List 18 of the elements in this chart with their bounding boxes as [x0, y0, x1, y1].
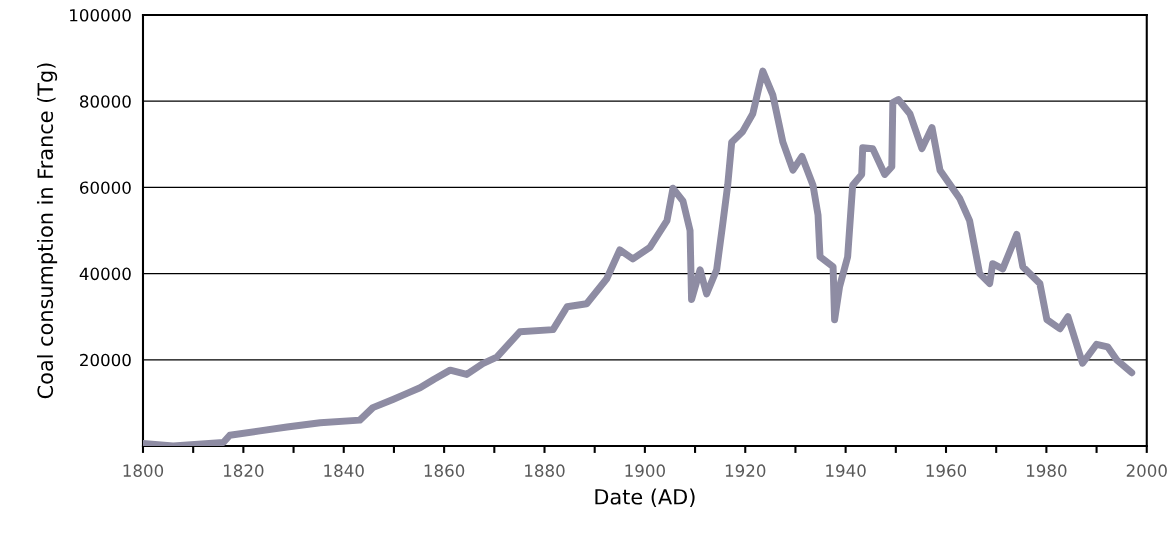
x-tick-label: 1820: [223, 464, 264, 477]
x-tick-label: 1940: [826, 464, 866, 477]
y-tick-label: 20000: [80, 353, 131, 367]
y-tick-label: 100000: [70, 9, 131, 22]
y-tick-label: 60000: [80, 181, 131, 194]
x-axis-title: Date (AD): [595, 488, 695, 508]
y-axis-title: Coal consumption in France (Tg): [36, 63, 58, 399]
x-tick-label: 1860: [424, 464, 465, 477]
x-tick-label: 1800: [123, 464, 164, 477]
x-tick-label: 2000: [1126, 464, 1167, 477]
x-tick-label: 1880: [525, 464, 565, 477]
x-tick-label: 1840: [324, 464, 364, 477]
x-tick-label: 1980: [1027, 464, 1067, 477]
y-tick-label: 40000: [79, 267, 131, 281]
x-tick-label: 1960: [926, 464, 967, 477]
x-tick-label: 1920: [725, 464, 766, 477]
y-tick-label: 80000: [79, 95, 131, 108]
x-tick-label: 1900: [625, 464, 665, 477]
